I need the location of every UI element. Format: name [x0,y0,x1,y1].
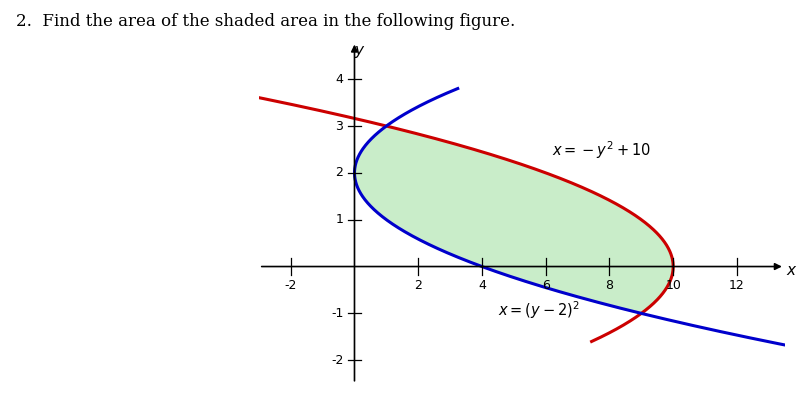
Text: -2: -2 [285,279,297,292]
Text: 4: 4 [336,73,343,85]
Text: $x = -y^2 + 10$: $x = -y^2 + 10$ [552,140,651,161]
Text: 12: 12 [729,279,745,292]
Text: 2: 2 [414,279,422,292]
Text: -1: -1 [331,307,343,320]
Text: $x = (y - 2)^2$: $x = (y - 2)^2$ [498,299,580,321]
Text: 3: 3 [336,120,343,133]
Text: -2: -2 [331,354,343,367]
Text: $x$: $x$ [786,263,798,278]
Text: $y$: $y$ [354,44,366,60]
Text: 6: 6 [542,279,549,292]
Text: 2.  Find the area of the shaded area in the following figure.: 2. Find the area of the shaded area in t… [16,13,515,30]
Text: 2: 2 [336,166,343,179]
Text: 4: 4 [478,279,486,292]
Text: 8: 8 [605,279,613,292]
Text: 1: 1 [336,213,343,226]
Text: 10: 10 [665,279,681,292]
